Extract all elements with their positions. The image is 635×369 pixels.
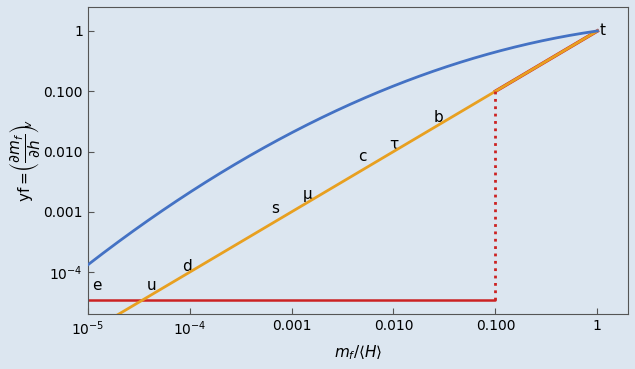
Y-axis label: $\mathrm{yf{=}}\!\left(\dfrac{\partial m_f}{\partial h}\right)_{\!\!v}$: $\mathrm{yf{=}}\!\left(\dfrac{\partial m… — [7, 119, 42, 202]
X-axis label: $m_f/\langle H\rangle$: $m_f/\langle H\rangle$ — [334, 344, 382, 362]
Text: s: s — [271, 201, 279, 216]
Text: u: u — [147, 278, 156, 293]
Text: t: t — [599, 24, 606, 38]
Text: e: e — [92, 278, 102, 293]
Text: d: d — [182, 259, 192, 273]
Text: τ: τ — [389, 137, 398, 152]
Text: c: c — [359, 149, 367, 164]
Text: μ: μ — [303, 187, 313, 202]
Text: b: b — [434, 110, 444, 125]
